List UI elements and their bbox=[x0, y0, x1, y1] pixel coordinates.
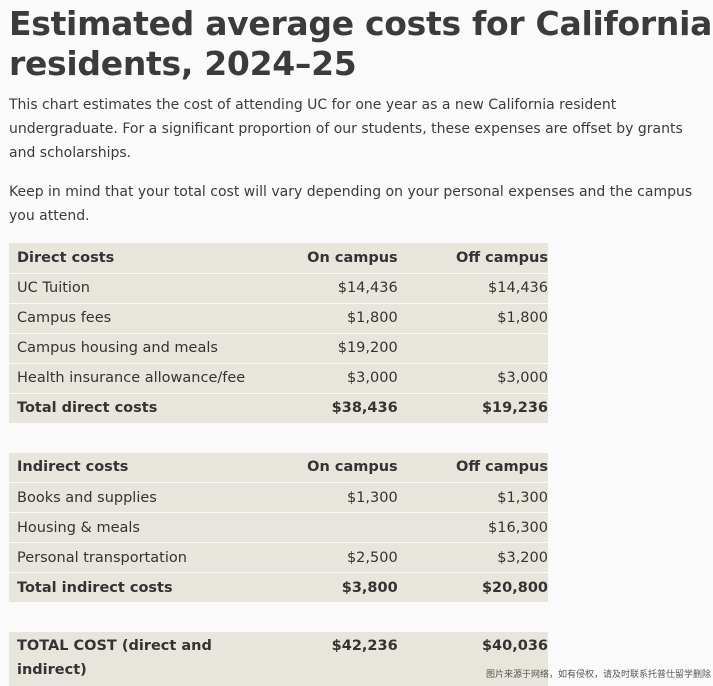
table-row: Books and supplies $1,300 $1,300 bbox=[9, 482, 548, 513]
on-campus-total: $3,800 bbox=[259, 572, 398, 603]
off-campus-value: $16,300 bbox=[397, 512, 548, 543]
row-label: Health insurance allowance/fee bbox=[9, 363, 260, 394]
row-label: Books and supplies bbox=[9, 482, 260, 513]
row-label: Campus housing and meals bbox=[9, 333, 260, 364]
column-header: Direct costs bbox=[9, 243, 260, 274]
direct-costs-table: Direct costs On campus Off campus UC Tui… bbox=[9, 243, 548, 424]
off-campus-value: $14,436 bbox=[397, 273, 548, 304]
on-campus-value: $1,800 bbox=[259, 303, 398, 334]
row-label: Personal transportation bbox=[9, 542, 260, 573]
indirect-costs-table: Indirect costs On campus Off campus Book… bbox=[9, 452, 548, 603]
row-label: Total indirect costs bbox=[9, 572, 260, 603]
on-campus-value: $2,500 bbox=[259, 542, 398, 573]
off-campus-value: $3,200 bbox=[397, 542, 548, 573]
grand-total-row: TOTAL COST (direct and indirect) $42,236… bbox=[9, 632, 548, 686]
spacer bbox=[9, 603, 713, 632]
page-title: Estimated average costs for California r… bbox=[9, 4, 713, 83]
column-header: On campus bbox=[259, 243, 398, 274]
row-label: Housing & meals bbox=[9, 512, 260, 543]
column-header: On campus bbox=[259, 452, 398, 483]
on-campus-value: $14,436 bbox=[259, 273, 398, 304]
off-campus-total: $19,236 bbox=[397, 393, 548, 424]
table-row: Health insurance allowance/fee $3,000 $3… bbox=[9, 363, 548, 394]
table-row: Campus housing and meals $19,200 bbox=[9, 333, 548, 364]
row-label: TOTAL COST (direct and indirect) bbox=[9, 632, 260, 686]
on-campus-value bbox=[259, 512, 398, 543]
on-campus-value: $19,200 bbox=[259, 333, 398, 364]
column-header: Off campus bbox=[397, 452, 548, 483]
column-header: Indirect costs bbox=[9, 452, 260, 483]
intro-note: Keep in mind that your total cost will v… bbox=[9, 184, 693, 224]
table-header-row: Direct costs On campus Off campus bbox=[9, 243, 548, 274]
off-campus-total: $20,800 bbox=[397, 572, 548, 603]
off-campus-grand-total: $40,036 bbox=[397, 632, 548, 686]
spacer bbox=[9, 424, 713, 453]
table-row: Personal transportation $2,500 $3,200 bbox=[9, 542, 548, 573]
total-row: Total direct costs $38,436 $19,236 bbox=[9, 393, 548, 424]
off-campus-value bbox=[397, 333, 548, 364]
off-campus-value: $1,300 bbox=[397, 482, 548, 513]
off-campus-value: $1,800 bbox=[397, 303, 548, 334]
on-campus-grand-total: $42,236 bbox=[259, 632, 398, 686]
table-row: Campus fees $1,800 $1,800 bbox=[9, 303, 548, 334]
table-row: Housing & meals $16,300 bbox=[9, 512, 548, 543]
table-row: UC Tuition $14,436 $14,436 bbox=[9, 273, 548, 304]
off-campus-value: $3,000 bbox=[397, 363, 548, 394]
on-campus-value: $1,300 bbox=[259, 482, 398, 513]
total-row: Total indirect costs $3,800 $20,800 bbox=[9, 572, 548, 603]
table-header-row: Indirect costs On campus Off campus bbox=[9, 452, 548, 483]
on-campus-value: $3,000 bbox=[259, 363, 398, 394]
grand-total-table: TOTAL COST (direct and indirect) $42,236… bbox=[9, 632, 548, 686]
row-label: Campus fees bbox=[9, 303, 260, 334]
intro-paragraph: This chart estimates the cost of attendi… bbox=[9, 97, 683, 161]
on-campus-total: $38,436 bbox=[259, 393, 398, 424]
column-header: Off campus bbox=[397, 243, 548, 274]
watermark-text: 图片来源于网络，如有侵权，请及时联系托普仕留学删除 bbox=[485, 670, 711, 680]
row-label: Total direct costs bbox=[9, 393, 260, 424]
row-label: UC Tuition bbox=[9, 273, 260, 304]
